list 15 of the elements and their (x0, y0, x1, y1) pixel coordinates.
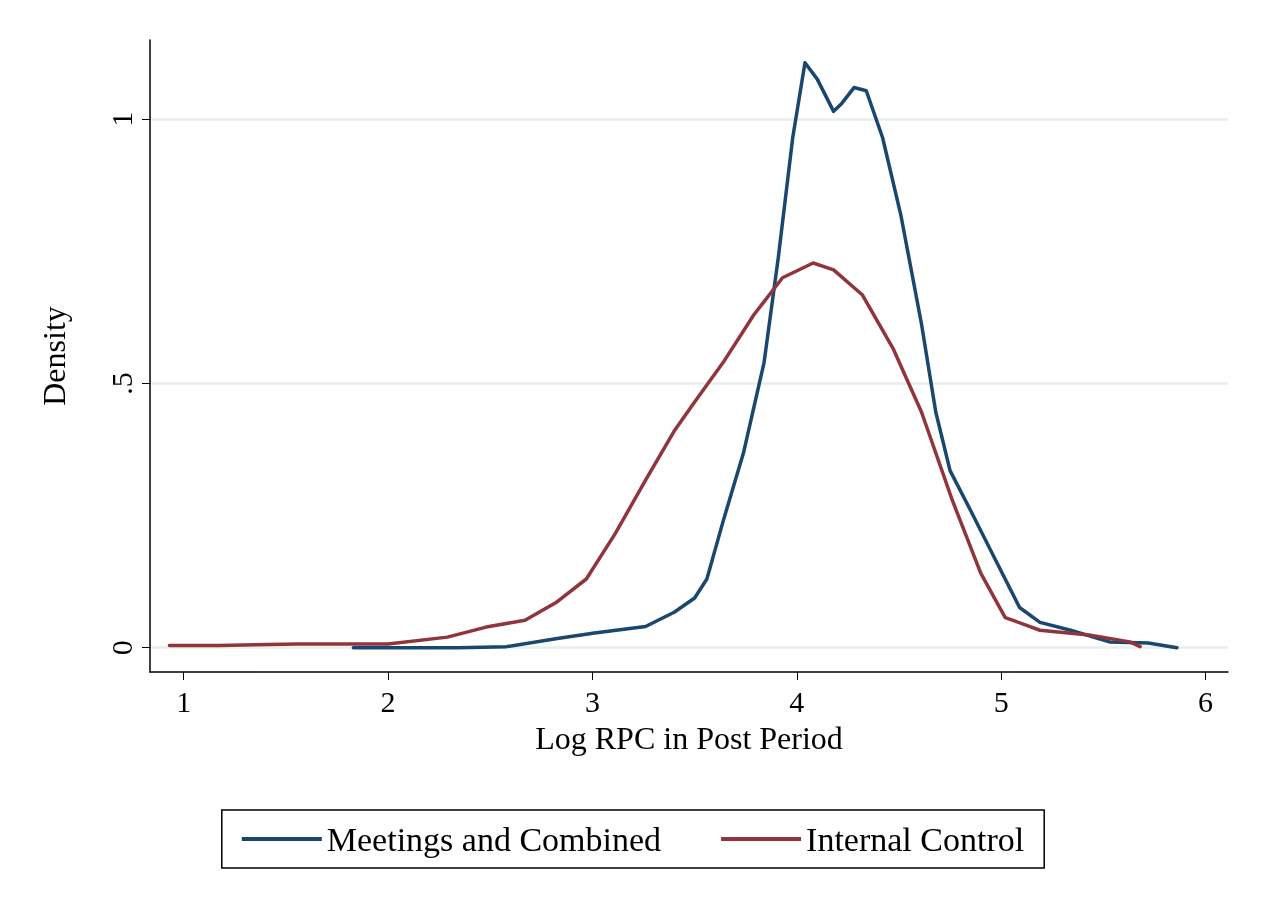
x-tick-label: 3 (584, 684, 600, 718)
x-tick-label: 6 (1198, 684, 1214, 718)
legend-label: Internal Control (806, 820, 1025, 858)
x-tick-label: 2 (380, 684, 396, 718)
x-axis-title: Log RPC in Post Period (535, 720, 843, 756)
x-tick-label: 1 (176, 684, 192, 718)
x-tick-label: 4 (789, 684, 805, 718)
y-axis-title: Density (36, 306, 72, 406)
line-series (167, 261, 1142, 649)
y-tick-label: .5 (104, 372, 138, 395)
line-series (351, 60, 1179, 650)
y-tick-label: 1 (104, 111, 138, 127)
legend-label: Meetings and Combined (326, 820, 662, 858)
y-tick-label: 0 (104, 640, 138, 656)
x-tick-label: 5 (993, 684, 1009, 718)
